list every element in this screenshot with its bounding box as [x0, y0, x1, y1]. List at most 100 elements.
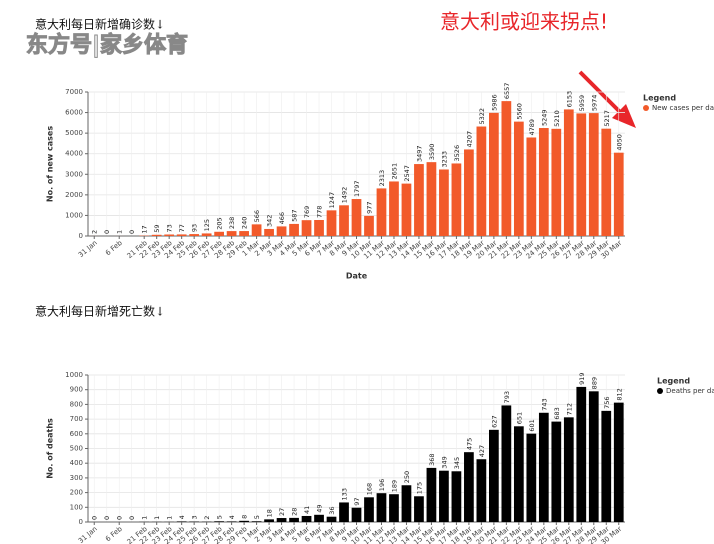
value-label: 368 — [428, 453, 436, 465]
value-label: 793 — [503, 391, 511, 403]
value-label: 1 — [153, 516, 161, 520]
bar — [239, 520, 249, 522]
y-tick-label: 1000 — [65, 371, 83, 379]
value-label: 77 — [178, 224, 186, 232]
bar — [389, 181, 399, 236]
value-label: 4789 — [528, 119, 536, 136]
value-label: 5217 — [603, 110, 611, 127]
value-label: 683 — [553, 407, 561, 419]
bar — [513, 426, 524, 522]
bar — [339, 205, 349, 236]
watermark: 东方号|家乡体育 — [26, 32, 188, 58]
bar — [588, 391, 599, 522]
value-label: 5986 — [490, 94, 498, 111]
value-label: 1 — [116, 230, 124, 234]
value-label: 919 — [578, 372, 586, 384]
y-tick-label: 4000 — [65, 150, 83, 158]
bar — [364, 215, 374, 236]
bar — [376, 188, 387, 236]
value-label: 5560 — [515, 103, 523, 120]
value-label: 475 — [465, 438, 473, 450]
bar — [314, 514, 324, 522]
value-label: 6557 — [503, 83, 511, 100]
y-tick-label: 700 — [70, 415, 83, 423]
value-label: 0 — [128, 230, 136, 234]
value-label: 5 — [216, 515, 224, 519]
bar — [613, 152, 624, 236]
bar — [439, 470, 449, 522]
bar — [226, 521, 237, 522]
value-label: 238 — [228, 217, 236, 229]
y-tick-label: 500 — [70, 445, 83, 453]
bar — [476, 126, 487, 236]
value-label: 977 — [365, 201, 373, 213]
bar — [289, 517, 299, 522]
bar — [501, 405, 512, 522]
value-label: 349 — [440, 456, 448, 468]
value-label: 778 — [316, 206, 324, 218]
value-label: 1 — [141, 516, 149, 520]
y-tick-label: 2000 — [65, 191, 83, 199]
value-label: 175 — [415, 482, 423, 494]
value-label: 0 — [103, 516, 111, 520]
bar — [351, 507, 362, 522]
bar — [414, 496, 424, 522]
value-label: 27 — [278, 508, 286, 516]
bar — [176, 234, 187, 236]
bar — [426, 467, 437, 522]
bar — [451, 471, 462, 522]
value-label: 651 — [515, 412, 523, 424]
value-label: 3233 — [440, 151, 448, 168]
bar — [439, 169, 449, 236]
bar — [189, 234, 200, 236]
value-label: 5 — [253, 515, 261, 519]
bar — [226, 231, 237, 236]
bar — [276, 226, 287, 236]
bar — [164, 234, 175, 236]
value-label: 41 — [303, 506, 311, 514]
bar — [214, 521, 224, 522]
bar — [489, 429, 499, 522]
bar — [414, 164, 424, 236]
value-label: 2547 — [403, 165, 411, 182]
bar — [401, 485, 412, 522]
bar — [464, 452, 474, 522]
bar — [201, 233, 212, 236]
y-tick-label: 6000 — [65, 109, 83, 117]
bar — [576, 386, 587, 522]
value-label: 342 — [266, 215, 274, 227]
value-label: 97 — [353, 497, 361, 505]
bar — [576, 113, 587, 236]
bar — [264, 228, 274, 236]
value-label: 5322 — [478, 108, 486, 125]
value-label: 196 — [378, 479, 386, 491]
bar — [613, 402, 624, 522]
bar — [326, 210, 337, 236]
value-label: 1 — [166, 516, 174, 520]
value-label: 168 — [365, 483, 373, 495]
value-label: 3526 — [453, 145, 461, 162]
bar — [513, 121, 524, 236]
value-label: 769 — [303, 206, 311, 218]
y-tick-label: 0 — [79, 518, 83, 526]
y-tick-label: 900 — [70, 386, 83, 394]
value-label: 3590 — [428, 144, 436, 161]
legend-title: Legend — [643, 94, 676, 103]
bar — [563, 417, 574, 522]
value-label: 250 — [403, 471, 411, 483]
value-label: 712 — [565, 403, 573, 415]
bar — [588, 113, 599, 236]
bar — [251, 521, 262, 522]
value-label: 4050 — [615, 134, 623, 151]
value-label: 1247 — [328, 192, 336, 209]
bar — [476, 459, 487, 522]
bar — [376, 493, 387, 522]
y-tick-label: 0 — [79, 232, 83, 240]
bar — [351, 199, 362, 236]
y-tick-label: 5000 — [65, 129, 83, 137]
y-axis-label: No. of deaths — [46, 418, 55, 479]
bar — [563, 109, 574, 236]
y-tick-label: 600 — [70, 430, 83, 438]
bar — [239, 231, 249, 236]
x-tick-label: 31 Jan — [77, 239, 99, 259]
